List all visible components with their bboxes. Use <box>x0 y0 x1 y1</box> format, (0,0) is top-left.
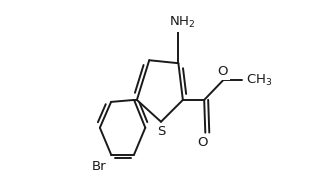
Text: O: O <box>197 136 208 149</box>
Text: O: O <box>217 65 228 78</box>
Text: NH$_2$: NH$_2$ <box>169 15 195 30</box>
Text: Br: Br <box>91 160 106 173</box>
Text: CH$_3$: CH$_3$ <box>246 73 273 88</box>
Text: S: S <box>157 125 166 138</box>
